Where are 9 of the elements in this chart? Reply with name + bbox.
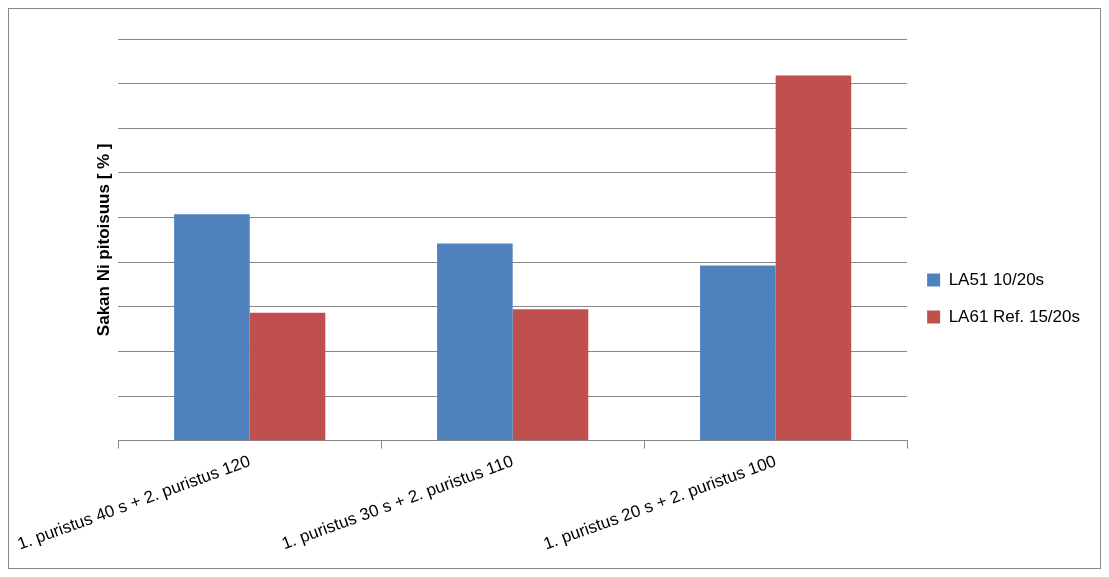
bar [775, 75, 852, 441]
bar [700, 265, 776, 441]
bar [512, 309, 589, 441]
bar [437, 243, 513, 441]
legend-label: LA61 Ref. 15/20s [948, 306, 1081, 326]
bar [249, 312, 326, 441]
bar [174, 214, 250, 441]
y-axis-title: Sakan Ni pitoisuus [ % ] [93, 143, 113, 337]
legend-label: LA51 10/20s [948, 269, 1045, 289]
